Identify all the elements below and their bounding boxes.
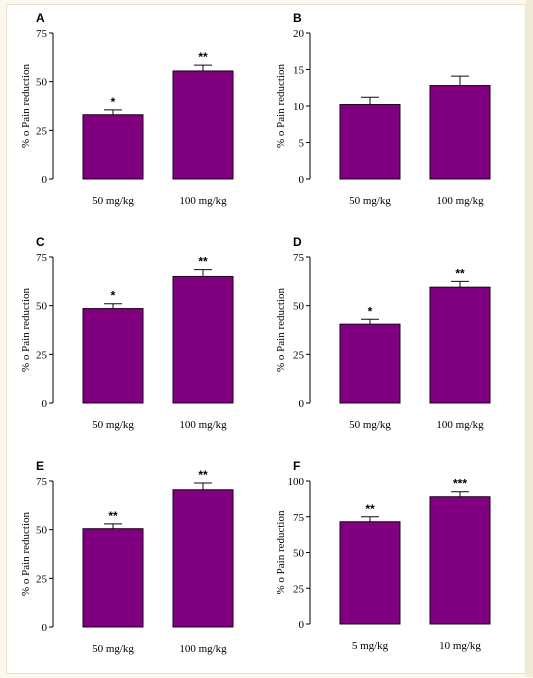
chart-panel-d: D 0 25 50 75 % o Pain reduction * 50 mg/kg ** 100… (275, 235, 491, 431)
x-category-label: 100 mg/kg (179, 643, 227, 655)
y-tick-label: 25 (36, 349, 48, 361)
x-category-label: 50 mg/kg (349, 195, 391, 207)
x-category-label: 50 mg/kg (92, 643, 134, 655)
y-axis-label: % o Pain reduction (20, 287, 32, 372)
y-axis-label: % o Pain reduction (275, 63, 287, 148)
y-tick-label: 100 (288, 476, 305, 488)
bar (339, 521, 401, 625)
y-axis-label: % o Pain reduction (275, 510, 287, 595)
y-tick-label: 75 (293, 252, 305, 264)
x-category-label: 50 mg/kg (92, 195, 134, 207)
significance-marker: ** (198, 255, 208, 269)
figure-container: A 0 25 50 75% o Pain reduction * 50 mg/kg ** 100… (6, 4, 526, 674)
bar (172, 489, 234, 628)
chart-panel-b: B 0 5 10 15 20 % o Pain reduction 50 mg/kg 100 m… (275, 11, 491, 207)
bar (82, 308, 144, 404)
bar (339, 104, 401, 180)
y-tick-label: 75 (293, 512, 305, 524)
y-tick-label: 20 (293, 28, 305, 40)
x-category-label: 100 mg/kg (436, 419, 484, 431)
bar (429, 286, 491, 404)
panel-letter: C (36, 235, 45, 249)
y-tick-label: 0 (42, 398, 48, 410)
significance-marker: ** (365, 502, 375, 516)
bar (82, 528, 144, 628)
y-tick-label: 0 (299, 174, 305, 186)
page-edge-stripe (526, 0, 533, 677)
significance-marker: * (368, 304, 373, 318)
significance-marker: *** (453, 477, 467, 491)
significance-marker: ** (198, 50, 208, 64)
y-tick-label: 0 (42, 174, 48, 186)
y-tick-label: 50 (36, 525, 48, 537)
bar (429, 85, 491, 180)
bar (172, 275, 234, 404)
y-tick-label: 25 (36, 573, 48, 585)
panel-letter: E (36, 459, 44, 473)
y-tick-label: 75 (36, 28, 48, 40)
x-category-label: 5 mg/kg (352, 640, 389, 652)
y-tick-label: 50 (293, 301, 305, 313)
y-tick-label: 0 (42, 622, 48, 634)
significance-marker: * (111, 289, 116, 303)
x-category-label: 100 mg/kg (179, 195, 227, 207)
significance-marker: ** (198, 468, 208, 482)
panel-letter: A (36, 11, 45, 25)
bar (429, 496, 491, 625)
y-tick-label: 75 (36, 252, 48, 264)
y-axis-label: % o Pain reduction (20, 63, 32, 148)
y-tick-label: 25 (293, 349, 305, 361)
chart-panel-a: A 0 25 50 75 % o Pain reduction * 50 mg/kg ** 100… (20, 11, 234, 207)
panel-letter: D (293, 235, 302, 249)
bar (172, 70, 234, 180)
y-tick-label: 75 (36, 476, 48, 488)
panel-letter: F (293, 459, 300, 473)
y-tick-label: 50 (293, 548, 305, 560)
bar (339, 323, 401, 404)
significance-marker: ** (455, 266, 465, 280)
y-tick-label: 25 (293, 583, 305, 595)
x-category-label: 10 mg/kg (439, 640, 481, 652)
x-category-label: 50 mg/kg (349, 419, 391, 431)
bar (82, 114, 144, 180)
chart-panel-c: C 0 25 50 75 % o Pain reduction * 50 mg/kg ** 100… (20, 235, 234, 431)
y-tick-label: 15 (293, 65, 305, 77)
x-category-label: 100 mg/kg (179, 419, 227, 431)
chart-panel-f: F 0 25 50 75 100 % o Pain reduction ** 5 mg/kg **… (275, 459, 491, 652)
significance-marker: ** (108, 509, 118, 523)
x-category-label: 100 mg/kg (436, 195, 484, 207)
significance-marker: * (111, 95, 116, 109)
y-tick-label: 50 (36, 77, 48, 89)
panel-letter: B (293, 11, 302, 25)
y-tick-label: 10 (293, 101, 305, 113)
x-category-label: 50 mg/kg (92, 419, 134, 431)
y-tick-label: 0 (299, 619, 305, 631)
y-tick-label: 0 (299, 398, 305, 410)
y-axis-label: % o Pain reduction (20, 511, 32, 596)
y-axis-label: % o Pain reduction (275, 287, 287, 372)
chart-panel-e: E 0 25 50 75 % o Pain reduction ** 50 mg/kg ** 10… (20, 459, 234, 655)
y-tick-label: 25 (36, 125, 48, 137)
y-tick-label: 50 (36, 301, 48, 313)
y-tick-label: 5 (299, 138, 305, 150)
